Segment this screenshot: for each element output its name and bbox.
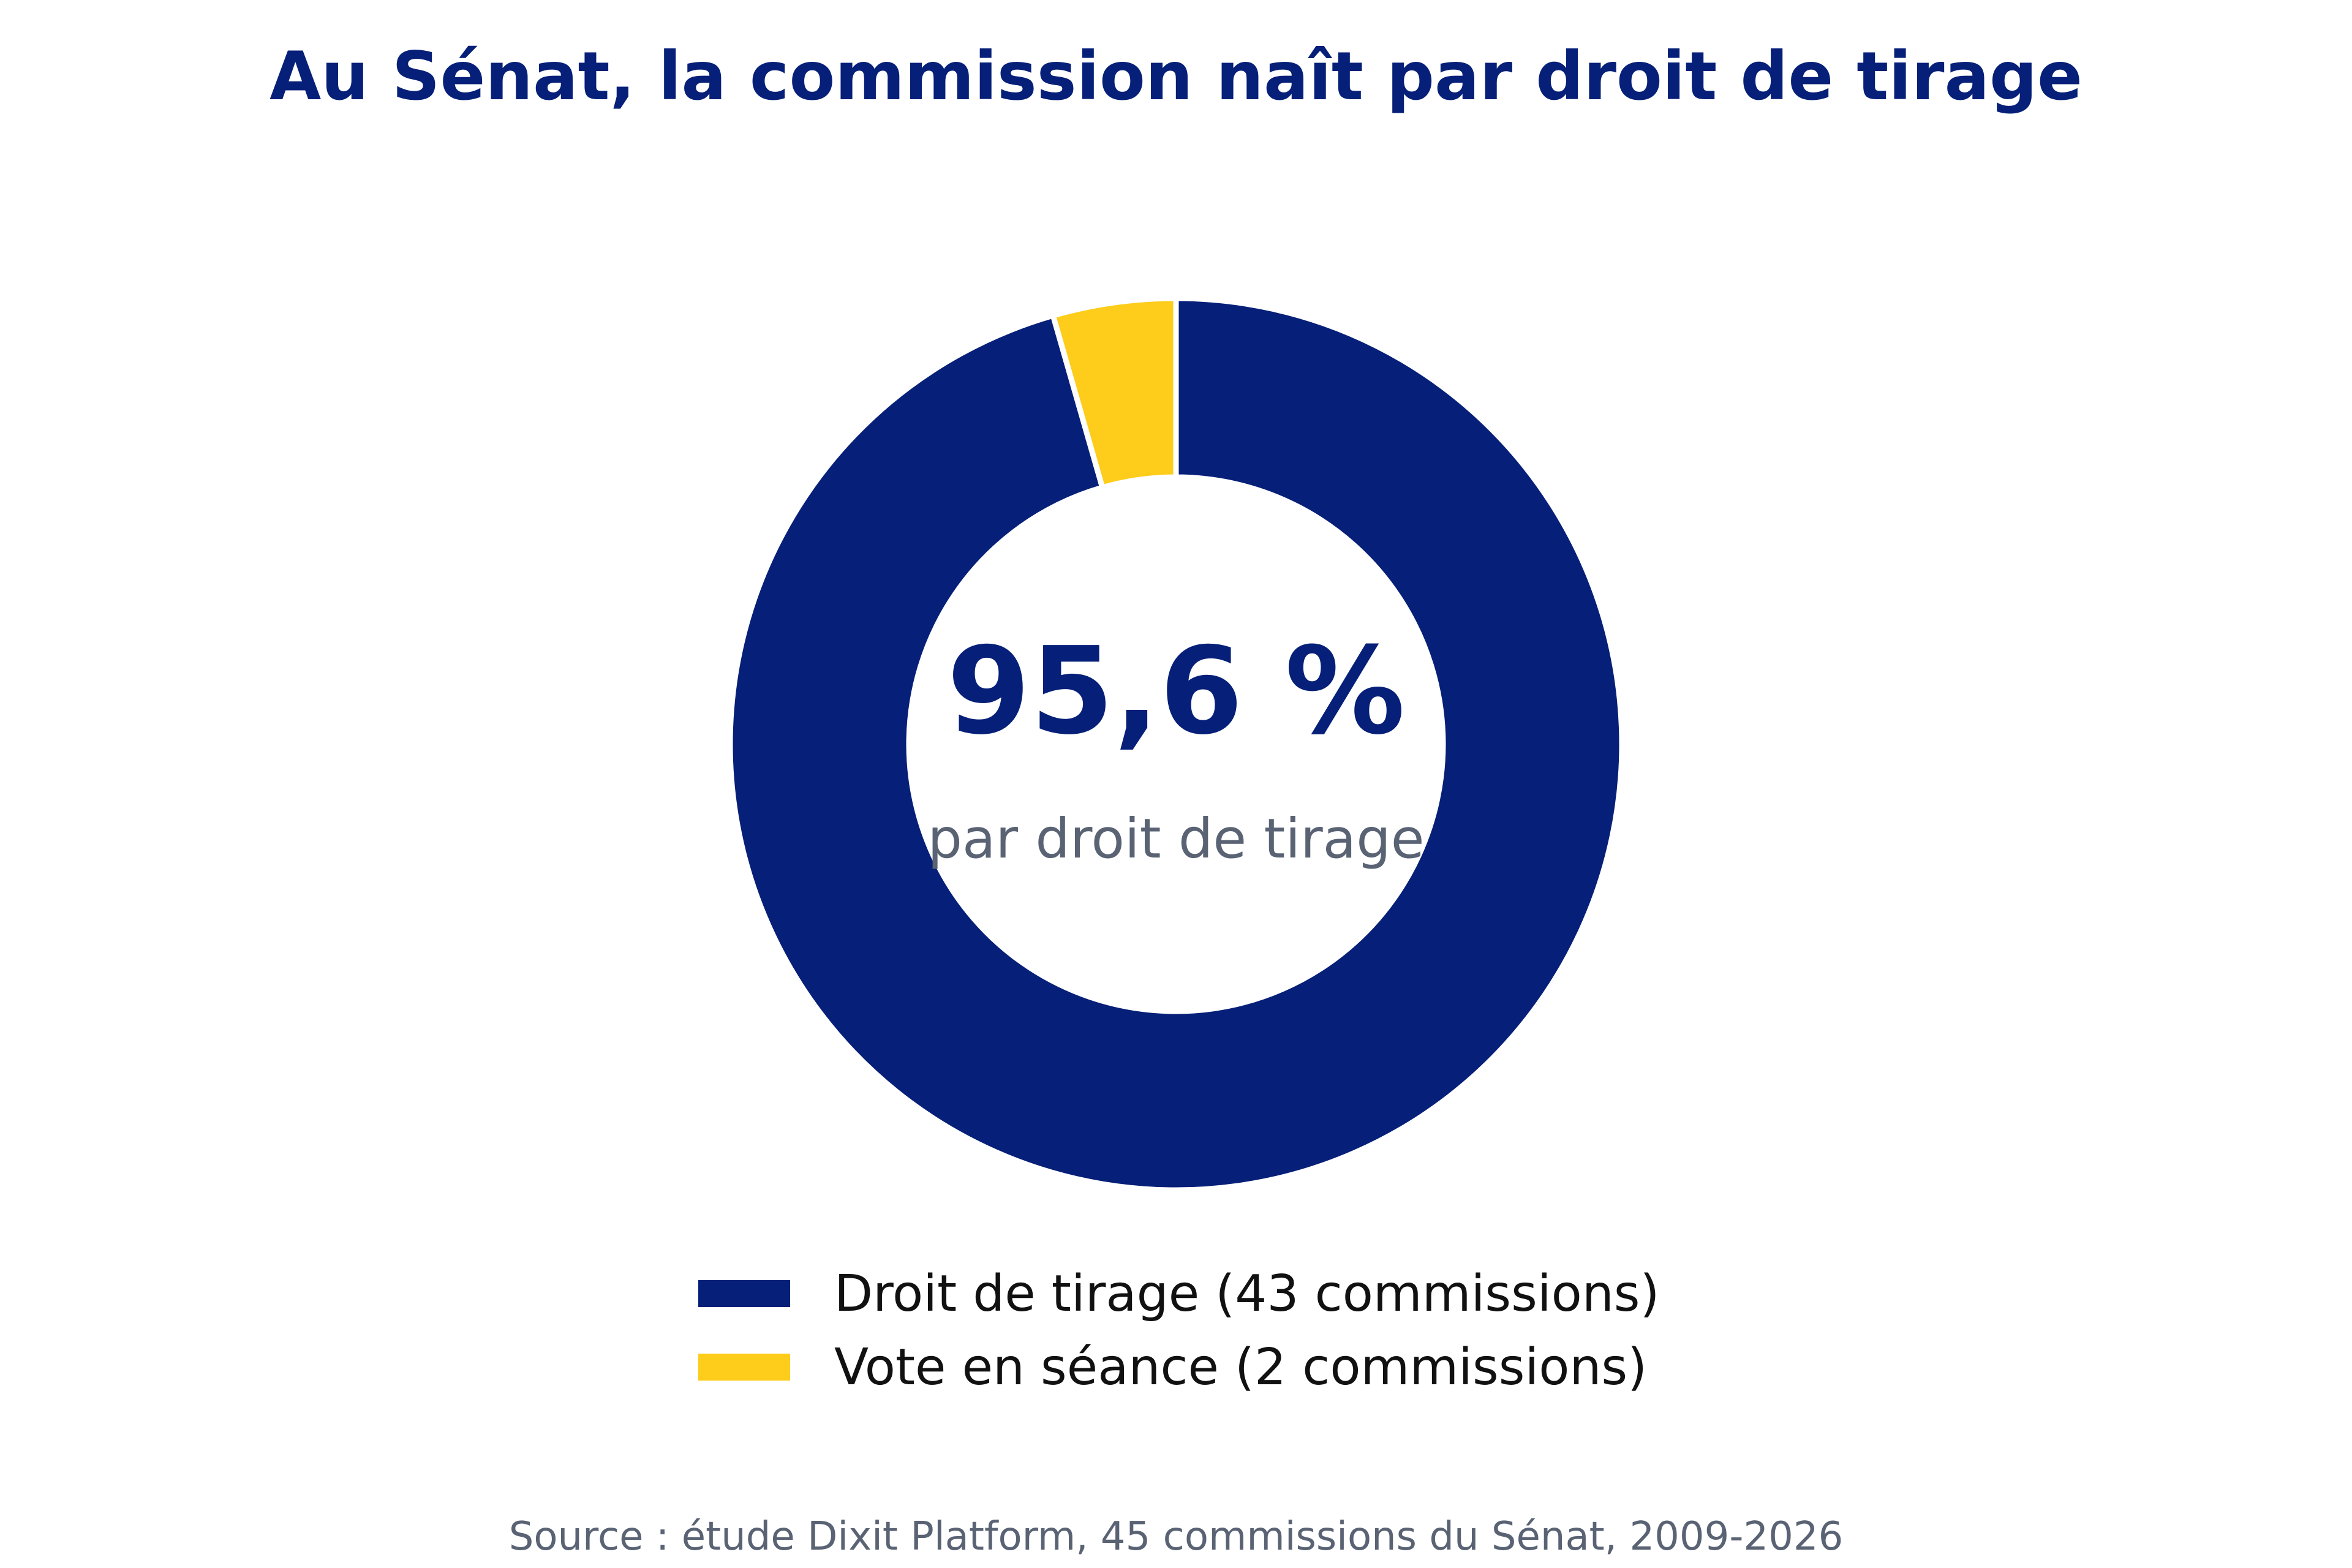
chart-title: Au Sénat, la commission naît par droit d… <box>270 37 2082 115</box>
center-value: 95,6 % <box>947 622 1405 761</box>
donut-slices <box>727 295 1625 1193</box>
center-label: par droit de tirage <box>928 807 1425 870</box>
donut-slice-1 <box>1049 295 1179 491</box>
source-note: Source : étude Dixit Platform, 45 commis… <box>509 1514 1844 1559</box>
legend-swatch-droit-de-tirage <box>698 1280 790 1307</box>
legend: Droit de tirage (43 commissions) Vote en… <box>698 1265 1660 1396</box>
legend-label-vote-en-seance: Vote en séance (2 commissions) <box>834 1338 1647 1396</box>
legend-label-droit-de-tirage: Droit de tirage (43 commissions) <box>834 1265 1660 1323</box>
donut-slice-0 <box>727 295 1625 1193</box>
legend-swatch-vote-en-seance <box>698 1354 790 1381</box>
